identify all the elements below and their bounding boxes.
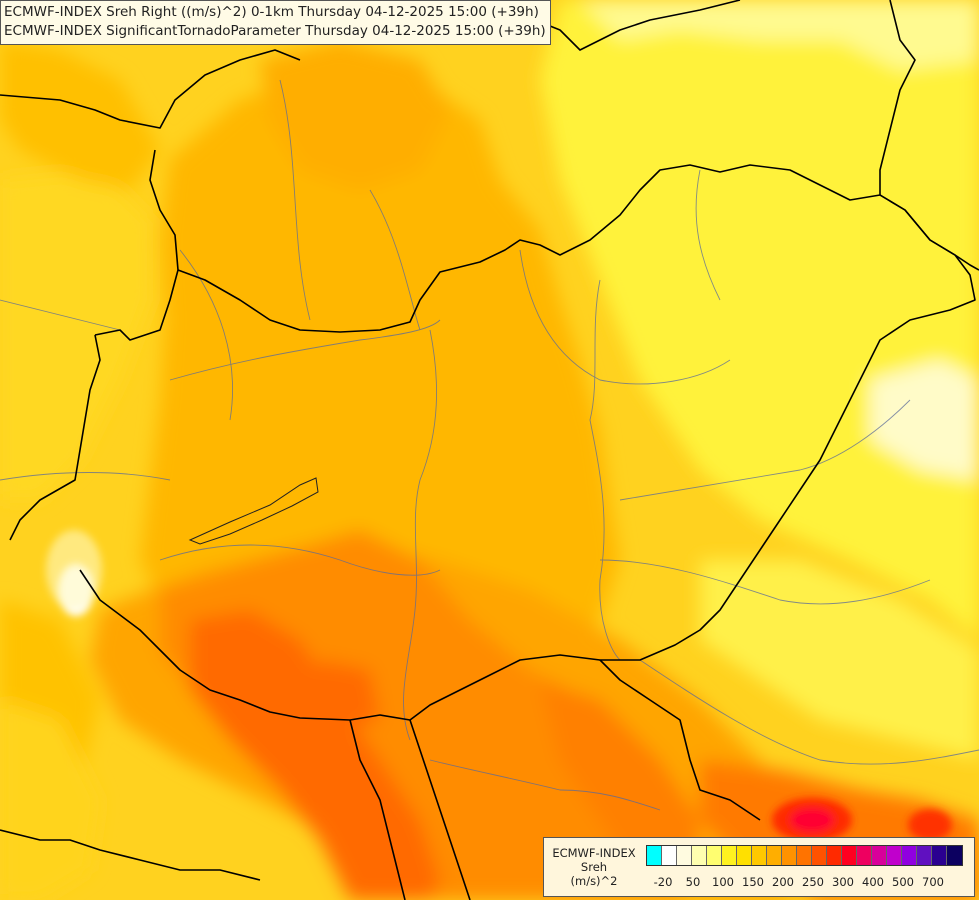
high-sreh-south-center <box>540 680 700 880</box>
legend-tick-label: 150 <box>742 875 764 889</box>
title-line-stp: ECMWF-INDEX SignificantTornadoParameter … <box>4 23 546 39</box>
river-line <box>159 544 441 576</box>
chart-title-box: ECMWF-INDEX Sreh Right ((m/s)^2) 0-1km T… <box>0 0 551 45</box>
legend-tick-label: 200 <box>772 875 794 889</box>
legend-swatch <box>767 846 782 865</box>
legend-swatch <box>797 846 812 865</box>
legend-swatch <box>692 846 707 865</box>
legend-swatch <box>677 846 692 865</box>
color-legend: ECMWF-INDEX Sreh (m/s)^2 -20 50 100 150 200 2… <box>543 837 975 897</box>
legend-swatch <box>932 846 947 865</box>
moderate-sreh-core <box>140 70 620 700</box>
legend-tick-label: 400 <box>862 875 884 889</box>
peak-sreh-core <box>790 808 834 832</box>
legend-title-unit: (m/s)^2 <box>570 874 618 888</box>
river-line <box>169 319 441 381</box>
legend-swatch <box>917 846 932 865</box>
legend-swatch <box>902 846 917 865</box>
title-line-sreh: ECMWF-INDEX Sreh Right ((m/s)^2) 0-1km T… <box>4 4 539 20</box>
low-sreh-east <box>540 0 979 640</box>
border-line <box>9 334 101 541</box>
very-low-sreh-north <box>580 0 979 70</box>
river-line <box>279 79 311 321</box>
light-band-southeast <box>700 560 979 760</box>
river-line <box>403 329 437 741</box>
river-line <box>639 659 979 765</box>
high-sreh-band <box>190 610 440 900</box>
peak-sreh-edge <box>908 809 952 841</box>
legend-tick-labels: -20 50 100 150 200 250 300 400 500 700 <box>646 875 968 889</box>
river-line <box>0 299 121 331</box>
border-line <box>599 659 761 821</box>
border-line <box>349 719 406 900</box>
legend-tick-label: 250 <box>802 875 824 889</box>
river-line <box>619 399 911 501</box>
legend-tick-label: -20 <box>653 875 673 889</box>
border-line <box>0 829 261 881</box>
legend-tick-label: 700 <box>922 875 944 889</box>
legend-swatch <box>947 846 962 865</box>
border-line <box>0 49 301 129</box>
border-line <box>409 719 471 900</box>
pale-area-east <box>870 360 979 480</box>
border-line <box>79 164 976 721</box>
river-line <box>519 249 731 385</box>
legend-title-source: ECMWF-INDEX <box>552 846 636 860</box>
river-line <box>599 559 931 605</box>
river-line <box>0 472 171 481</box>
legend-tick-label: 50 <box>685 875 701 889</box>
higher-sreh-band <box>160 530 700 900</box>
moderate-sreh-west <box>0 40 160 190</box>
legend-tick-label: 500 <box>892 875 914 889</box>
legend-swatch <box>842 846 857 865</box>
legend-swatch <box>647 846 662 865</box>
border-line <box>879 194 979 271</box>
legend-tick-label: 300 <box>832 875 854 889</box>
lake-outline <box>188 477 319 545</box>
legend-swatch <box>707 846 722 865</box>
river-line <box>179 249 233 421</box>
river-line <box>695 169 721 301</box>
moderate-sreh-north <box>260 40 450 190</box>
border-line <box>94 149 179 341</box>
minimum-sreh-halo <box>46 530 102 610</box>
legend-swatch <box>872 846 887 865</box>
legend-title: ECMWF-INDEX Sreh (m/s)^2 <box>548 846 640 888</box>
legend-swatch <box>887 846 902 865</box>
legend-swatch <box>662 846 677 865</box>
river-line <box>429 759 661 811</box>
legend-tick-label: 100 <box>712 875 734 889</box>
contour-highlights <box>46 530 952 842</box>
legend-color-bar <box>646 845 963 866</box>
legend-swatch <box>752 846 767 865</box>
legend-swatch <box>722 846 737 865</box>
high-sreh-cluster <box>310 660 380 730</box>
border-line <box>879 0 916 195</box>
legend-title-param: Sreh <box>580 860 608 874</box>
rivers <box>0 79 979 811</box>
low-sreh-southwest <box>0 700 100 900</box>
river-line <box>589 279 621 661</box>
legend-swatch <box>737 846 752 865</box>
legend-swatch <box>812 846 827 865</box>
low-sreh-west <box>0 170 150 500</box>
legend-swatch <box>827 846 842 865</box>
legend-swatch <box>782 846 797 865</box>
river-line <box>369 189 421 331</box>
legend-swatch <box>857 846 872 865</box>
